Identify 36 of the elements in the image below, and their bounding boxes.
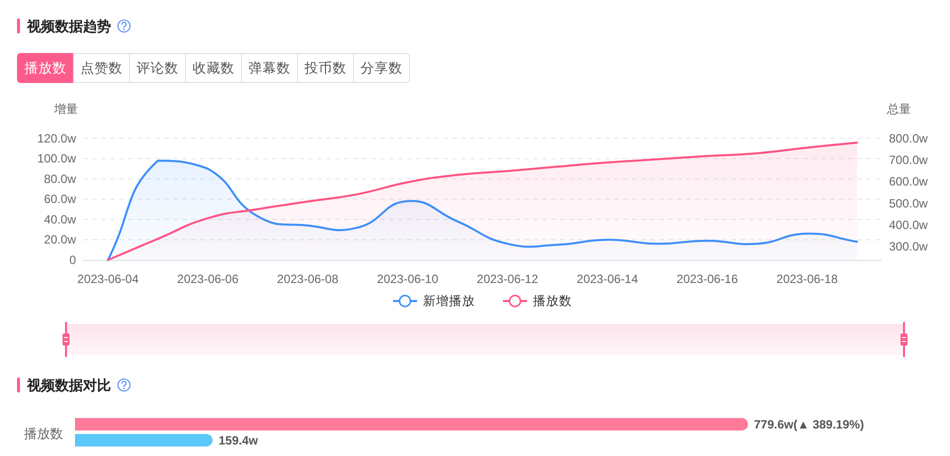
text: 投币数 [304,60,346,76]
x-tick-label: 2023-06-12 [476,272,538,286]
x-tick-label: 2023-06-10 [376,272,439,286]
text: 分享数 [360,60,402,76]
x-tick-label: 2023-06-04 [77,272,139,286]
y-tick-label: 80.0w [44,172,76,186]
y2-tick-label: 600.0w [889,174,928,189]
data-label: 779.6w(▲ 389.19%) [754,417,864,432]
y-tick-label: 0 [69,253,76,267]
legend-label: 新增播放 [423,294,475,308]
text: 评论数 [136,60,178,76]
x-tick-label: 2023-06-14 [576,272,638,286]
legend-label: 播放数 [533,294,572,308]
y-tick-label: 120.0w [37,131,76,146]
text: 点赞数 [80,60,122,76]
y-tick-label: 20.0w [44,232,76,247]
x-tick-label: 2023-06-16 [676,272,738,286]
text: 播放数 [24,60,66,76]
text: 收藏数 [192,60,234,76]
y-tick-label: 40.0w [44,212,76,226]
text: 视频数据趋势 [26,18,111,34]
x-tick-label: 2023-06-06 [177,272,239,286]
y2-tick-label: 400.0w [889,218,928,232]
data-label: 159.4w [218,433,259,448]
y2-tick-label: 800.0w [889,131,928,146]
x-tick-label: 2023-06-18 [776,272,838,286]
chart-title: 视频数据对比 [26,377,111,393]
y2-axis-title: 总量 [886,102,911,116]
x-tick-label: 2023-06-08 [277,272,339,286]
y-tick-label: 60.0w [44,192,76,206]
y2-tick-label: 500.0w [889,196,928,210]
y-axis-title: 增量 [53,102,78,116]
text: 弹幕数 [248,60,290,76]
y2-tick-label: 300.0w [889,240,928,254]
y-tick-label: 100.0w [37,152,76,166]
y2-tick-label: 700.0w [889,152,928,167]
